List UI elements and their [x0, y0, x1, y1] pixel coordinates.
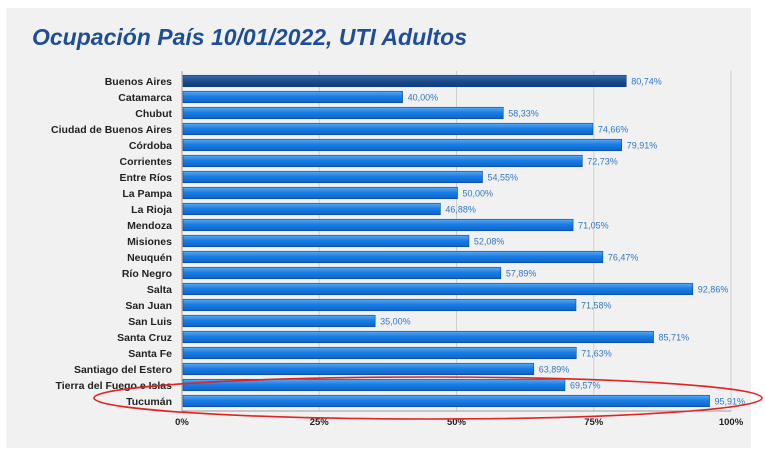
value-label: 74,66% [598, 124, 629, 134]
category-label: Neuquén [127, 252, 172, 264]
category-label: Tierra del Fuego e Islas [55, 380, 172, 392]
value-label: 85,71% [659, 332, 690, 342]
bar [182, 346, 577, 360]
x-tick-label: 100% [719, 417, 744, 428]
bar [182, 314, 376, 328]
chart-title: Ocupación País 10/01/2022, UTI Adultos [32, 24, 468, 50]
bar [182, 282, 694, 296]
value-label: 50,00% [463, 188, 494, 198]
value-label: 95,91% [715, 396, 746, 406]
x-tick-label: 50% [447, 417, 467, 428]
value-label: 54,55% [487, 172, 518, 182]
category-label: Misiones [127, 236, 172, 248]
category-label: Río Negro [122, 268, 172, 280]
x-tick-label: 75% [584, 417, 604, 428]
bar [182, 362, 535, 376]
category-label: Tucumán [126, 396, 172, 408]
value-label: 76,47% [608, 252, 639, 262]
bar [182, 170, 483, 184]
value-label: 71,58% [581, 300, 612, 310]
bar [182, 266, 502, 280]
value-label: 92,86% [698, 284, 729, 294]
bar [182, 186, 458, 200]
bar [182, 106, 504, 120]
category-label: Ciudad de Buenos Aires [51, 124, 172, 136]
x-tick-label: 25% [310, 417, 330, 428]
bar [182, 394, 710, 408]
bar [182, 218, 574, 232]
category-label: Mendoza [127, 220, 172, 232]
highlight-ellipse [93, 376, 763, 420]
bar [182, 74, 627, 88]
category-label: Buenos Aires [105, 76, 172, 88]
value-label: 71,05% [578, 220, 609, 230]
category-label: Catamarca [118, 92, 172, 104]
value-label: 40,00% [408, 92, 439, 102]
value-label: 63,89% [539, 364, 570, 374]
bar [182, 298, 577, 312]
category-label: La Rioja [131, 204, 172, 216]
value-label: 35,00% [380, 316, 411, 326]
value-label: 58,33% [508, 108, 539, 118]
value-label: 52,08% [474, 236, 505, 246]
bar [182, 378, 566, 392]
category-label: La Pampa [122, 188, 172, 200]
category-label: Santa Fe [128, 348, 172, 360]
value-label: 57,89% [506, 268, 537, 278]
value-label: 69,57% [570, 380, 601, 390]
category-label: Santiago del Estero [74, 364, 172, 376]
value-label: 46,88% [445, 204, 476, 214]
category-label: Chubut [135, 108, 172, 120]
value-label: 71,63% [581, 348, 612, 358]
category-label: San Luis [128, 316, 172, 328]
category-label: Entre Ríos [119, 172, 172, 184]
category-label: Salta [147, 284, 172, 296]
category-label: Santa Cruz [117, 332, 172, 344]
category-label: Corrientes [119, 156, 172, 168]
category-label: Córdoba [129, 140, 172, 152]
bar [182, 250, 604, 264]
bar [182, 138, 623, 152]
bar [182, 202, 441, 216]
category-label: San Juan [125, 300, 172, 312]
x-tick-label: 0% [175, 417, 189, 428]
value-label: 80,74% [631, 76, 662, 86]
bar [182, 154, 583, 168]
bar [182, 90, 403, 104]
value-label: 79,91% [627, 140, 658, 150]
bar [182, 122, 594, 136]
bar [182, 234, 470, 248]
value-label: 72,73% [587, 156, 618, 166]
bar [182, 330, 654, 344]
